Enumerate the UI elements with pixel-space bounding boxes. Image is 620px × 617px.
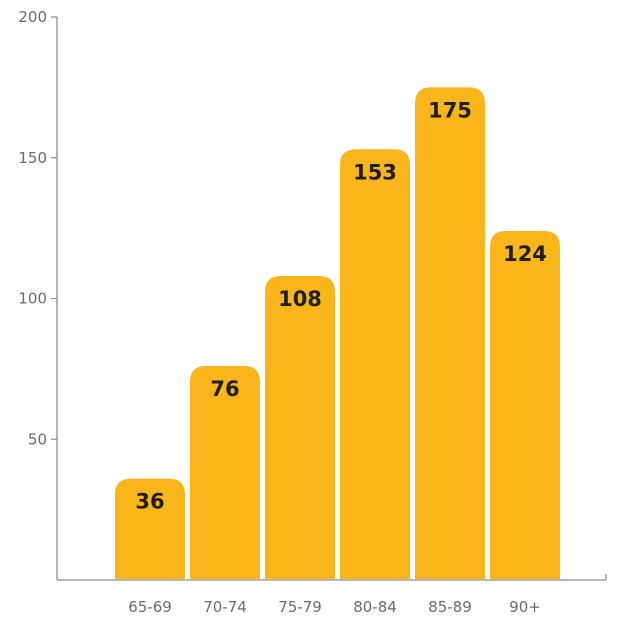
bar-value-label: 124	[503, 242, 547, 266]
x-tick-label: 85-89	[428, 598, 472, 616]
bar-75-79	[265, 275, 335, 579]
y-tick-label: 100	[18, 290, 47, 308]
x-tick-label: 75-79	[278, 598, 322, 616]
bar-85-89	[415, 87, 485, 579]
bar-value-label: 175	[428, 98, 472, 122]
bar-value-label: 108	[278, 287, 322, 311]
x-tick-label: 80-84	[353, 598, 397, 616]
bar-value-label: 153	[353, 160, 397, 184]
y-tick-label: 150	[18, 149, 47, 167]
y-tick-label: 50	[28, 430, 47, 448]
x-tick-label: 70-74	[203, 598, 247, 616]
bar-value-label: 76	[210, 377, 239, 401]
bar-65-69	[115, 478, 185, 579]
bar-90+	[490, 230, 560, 579]
x-tick-label: 65-69	[128, 598, 172, 616]
y-axis: 50 100 150 200	[18, 8, 58, 580]
y-tick-label: 200	[18, 8, 47, 26]
bar-80-84	[340, 149, 410, 579]
x-tick-label: 90+	[509, 598, 541, 616]
x-axis: 65-69 70-74 75-79 80-84 85-89 90+	[57, 574, 607, 616]
bar-70-74	[190, 366, 260, 579]
bars: 36 76 108 153 175 124	[115, 87, 560, 579]
bar-value-label: 36	[135, 490, 164, 514]
